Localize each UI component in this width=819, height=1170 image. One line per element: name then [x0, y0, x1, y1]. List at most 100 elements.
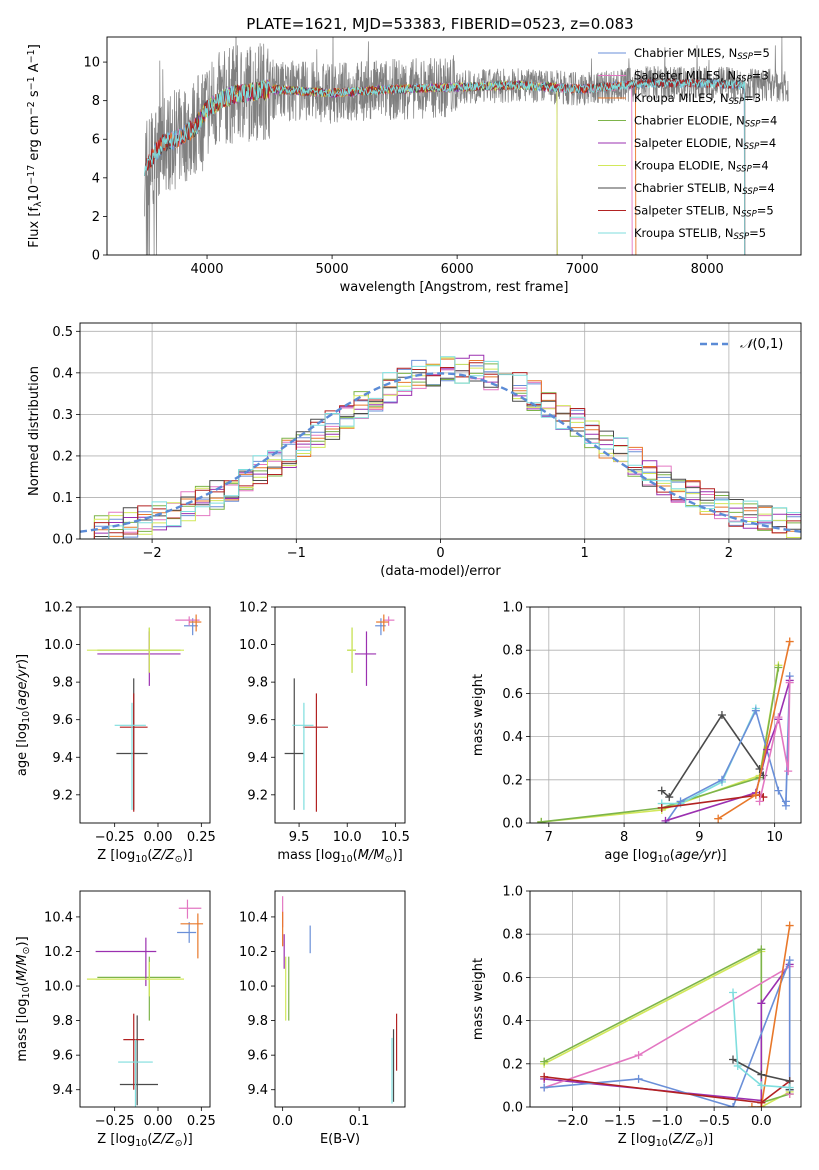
legend-text-part: SSP — [744, 142, 760, 152]
mass-vs-EBV-frame — [274, 890, 406, 1108]
data-point — [292, 702, 314, 810]
mass-vs-Z-frame — [79, 890, 211, 1108]
label-part: Z/Z — [151, 1132, 175, 1147]
label-part: Z [log — [618, 1132, 656, 1147]
mass-weight-marker — [714, 814, 723, 823]
y-tick-label: 1.0 — [502, 885, 523, 900]
mass-weight-marker — [676, 797, 685, 806]
weight-vs-Z-ylabel-group: mass weight — [471, 958, 486, 1040]
legend-text-part: Salpeter MILES, N — [634, 69, 736, 83]
weight-vs-age-frame — [529, 606, 802, 824]
mass-weight-marker — [785, 1083, 794, 1092]
mass-weight-marker — [774, 713, 783, 722]
x-tick-label: 8 — [620, 830, 628, 845]
age-vs-Z-ylabel-group: age [log10(age/yr)] — [15, 654, 32, 776]
label-part: Z/Z — [672, 1132, 696, 1147]
y-tick-label: 10.2 — [44, 945, 73, 960]
label-part: Z [log — [97, 1132, 135, 1147]
age-vs-Z-xlabel-group: Z [log10(Z/Z⊙)] — [97, 848, 192, 865]
data-point — [302, 693, 328, 812]
legend-text-part: SSP — [736, 165, 752, 175]
data-point — [189, 614, 202, 632]
label-part: mass [log — [277, 848, 340, 863]
legend-text-part: =5 — [749, 226, 766, 240]
mass-weight-marker — [757, 999, 766, 1008]
label-part: M/M — [15, 954, 30, 981]
y-tick-label: 1.0 — [502, 601, 523, 616]
x-tick-label: 0.25 — [187, 830, 216, 845]
y-tick-label: 10.2 — [239, 601, 268, 616]
label-part: age/yr — [675, 848, 718, 863]
weight-vs-Z-xlabel-group: Z [log10(Z/Z⊙)] — [618, 1132, 713, 1149]
label-part: −17 — [26, 165, 37, 185]
mass-weight-marker — [757, 1098, 766, 1107]
y-tick-label: 9.4 — [247, 1083, 268, 1098]
label-part: erg cm — [27, 115, 42, 164]
mass-weight-marker — [785, 678, 794, 687]
residual-histogram-step — [80, 370, 801, 539]
legend-text-part: SSP — [737, 52, 753, 62]
x-tick-label: −1 — [287, 546, 306, 561]
y-tick-label: 9.6 — [52, 1049, 73, 1064]
observed-spectrum-line — [144, 37, 789, 255]
x-tick-label: 0.0 — [272, 1114, 293, 1129]
mass-weight-marker — [729, 1055, 738, 1064]
residuals-axes: −2 −1 0 1 2 0.0 0.1 0.2 0.3 0.4 0.5 — [52, 323, 801, 561]
y-tick-label: 0.0 — [502, 817, 523, 832]
y-tick-label: 9.6 — [247, 713, 268, 728]
label-part: 10 — [341, 854, 353, 865]
label-part: ⊙ — [175, 854, 183, 865]
x-tick-label: 10 — [766, 830, 783, 845]
y-tick-label: 10.0 — [44, 638, 73, 653]
x-tick-label: 5000 — [316, 262, 349, 277]
y-tick-label: 10.0 — [239, 638, 268, 653]
spectrum-frame — [106, 36, 802, 256]
x-tick-label: 0.00 — [144, 1114, 173, 1129]
y-tick-label: 0.8 — [502, 928, 523, 943]
label-part: −1 — [26, 76, 37, 90]
label-part: ( — [15, 981, 30, 986]
legend-entry: Chabrier STELIB, NSSP=4 — [634, 181, 775, 197]
residual-histogram-step — [80, 362, 801, 539]
data-point — [382, 616, 395, 626]
y-tick-label: 10.2 — [239, 945, 268, 960]
age-vs-mass-xlabel: mass [log10(M/M⊙)] — [277, 848, 402, 865]
mass-weight-marker — [751, 790, 760, 799]
y-tick-label: 9.8 — [247, 676, 268, 691]
y-tick-label: 9.8 — [52, 1014, 73, 1029]
y-tick-label: 0.0 — [502, 1101, 523, 1116]
y-tick-label: 0.4 — [502, 1014, 523, 1029]
legend-text-part: SSP — [734, 232, 750, 242]
residual-histogram-step — [80, 356, 801, 539]
mass-weight-marker — [634, 1074, 643, 1083]
mass-weight-marker — [665, 793, 674, 802]
label-part: mass weight — [471, 958, 486, 1040]
mass-vs-Z-xlabel: Z [log10(Z/Z⊙)] — [97, 1132, 192, 1149]
mass-weight-marker — [757, 1070, 766, 1079]
label-part: ⊙ — [21, 947, 32, 955]
mass-weight-line — [541, 667, 780, 823]
legend-entry: Kroupa STELIB, NSSP=5 — [634, 226, 766, 242]
y-tick-label: 0.5 — [52, 325, 73, 340]
age-vs-Z-frame — [79, 606, 211, 824]
mass-weight-marker — [540, 1072, 549, 1081]
legend-text-part: =5 — [753, 46, 770, 60]
x-tick-label: −0.5 — [698, 1114, 730, 1129]
y-tick-label: 0.2 — [502, 1057, 523, 1072]
x-tick-label: 6000 — [441, 262, 474, 277]
mass-weight-marker — [729, 988, 738, 997]
legend-entry: Salpeter MILES, NSSP=3 — [634, 69, 769, 85]
legend-text-part: SSP — [729, 97, 745, 107]
y-tick-label: 9.8 — [247, 1014, 268, 1029]
weight-vs-Z-frame — [529, 890, 802, 1108]
y-tick-label: 9.4 — [247, 751, 268, 766]
label-part: 10 — [656, 1138, 668, 1149]
label-part: s — [27, 90, 42, 101]
weight-vs-age-xlabel: age [log10(age/yr)] — [604, 848, 726, 865]
mass-weight-marker — [781, 797, 790, 806]
mass-vs-EBV-xlabel: E(B-V) — [320, 1132, 360, 1147]
y-tick-label: 10 — [83, 56, 100, 71]
legend-text-part: =4 — [760, 114, 777, 128]
mass-vs-Z-ylabel-group: mass [log10(M/M⊙)] — [15, 936, 32, 1061]
y-tick-label: 0.6 — [502, 687, 523, 702]
